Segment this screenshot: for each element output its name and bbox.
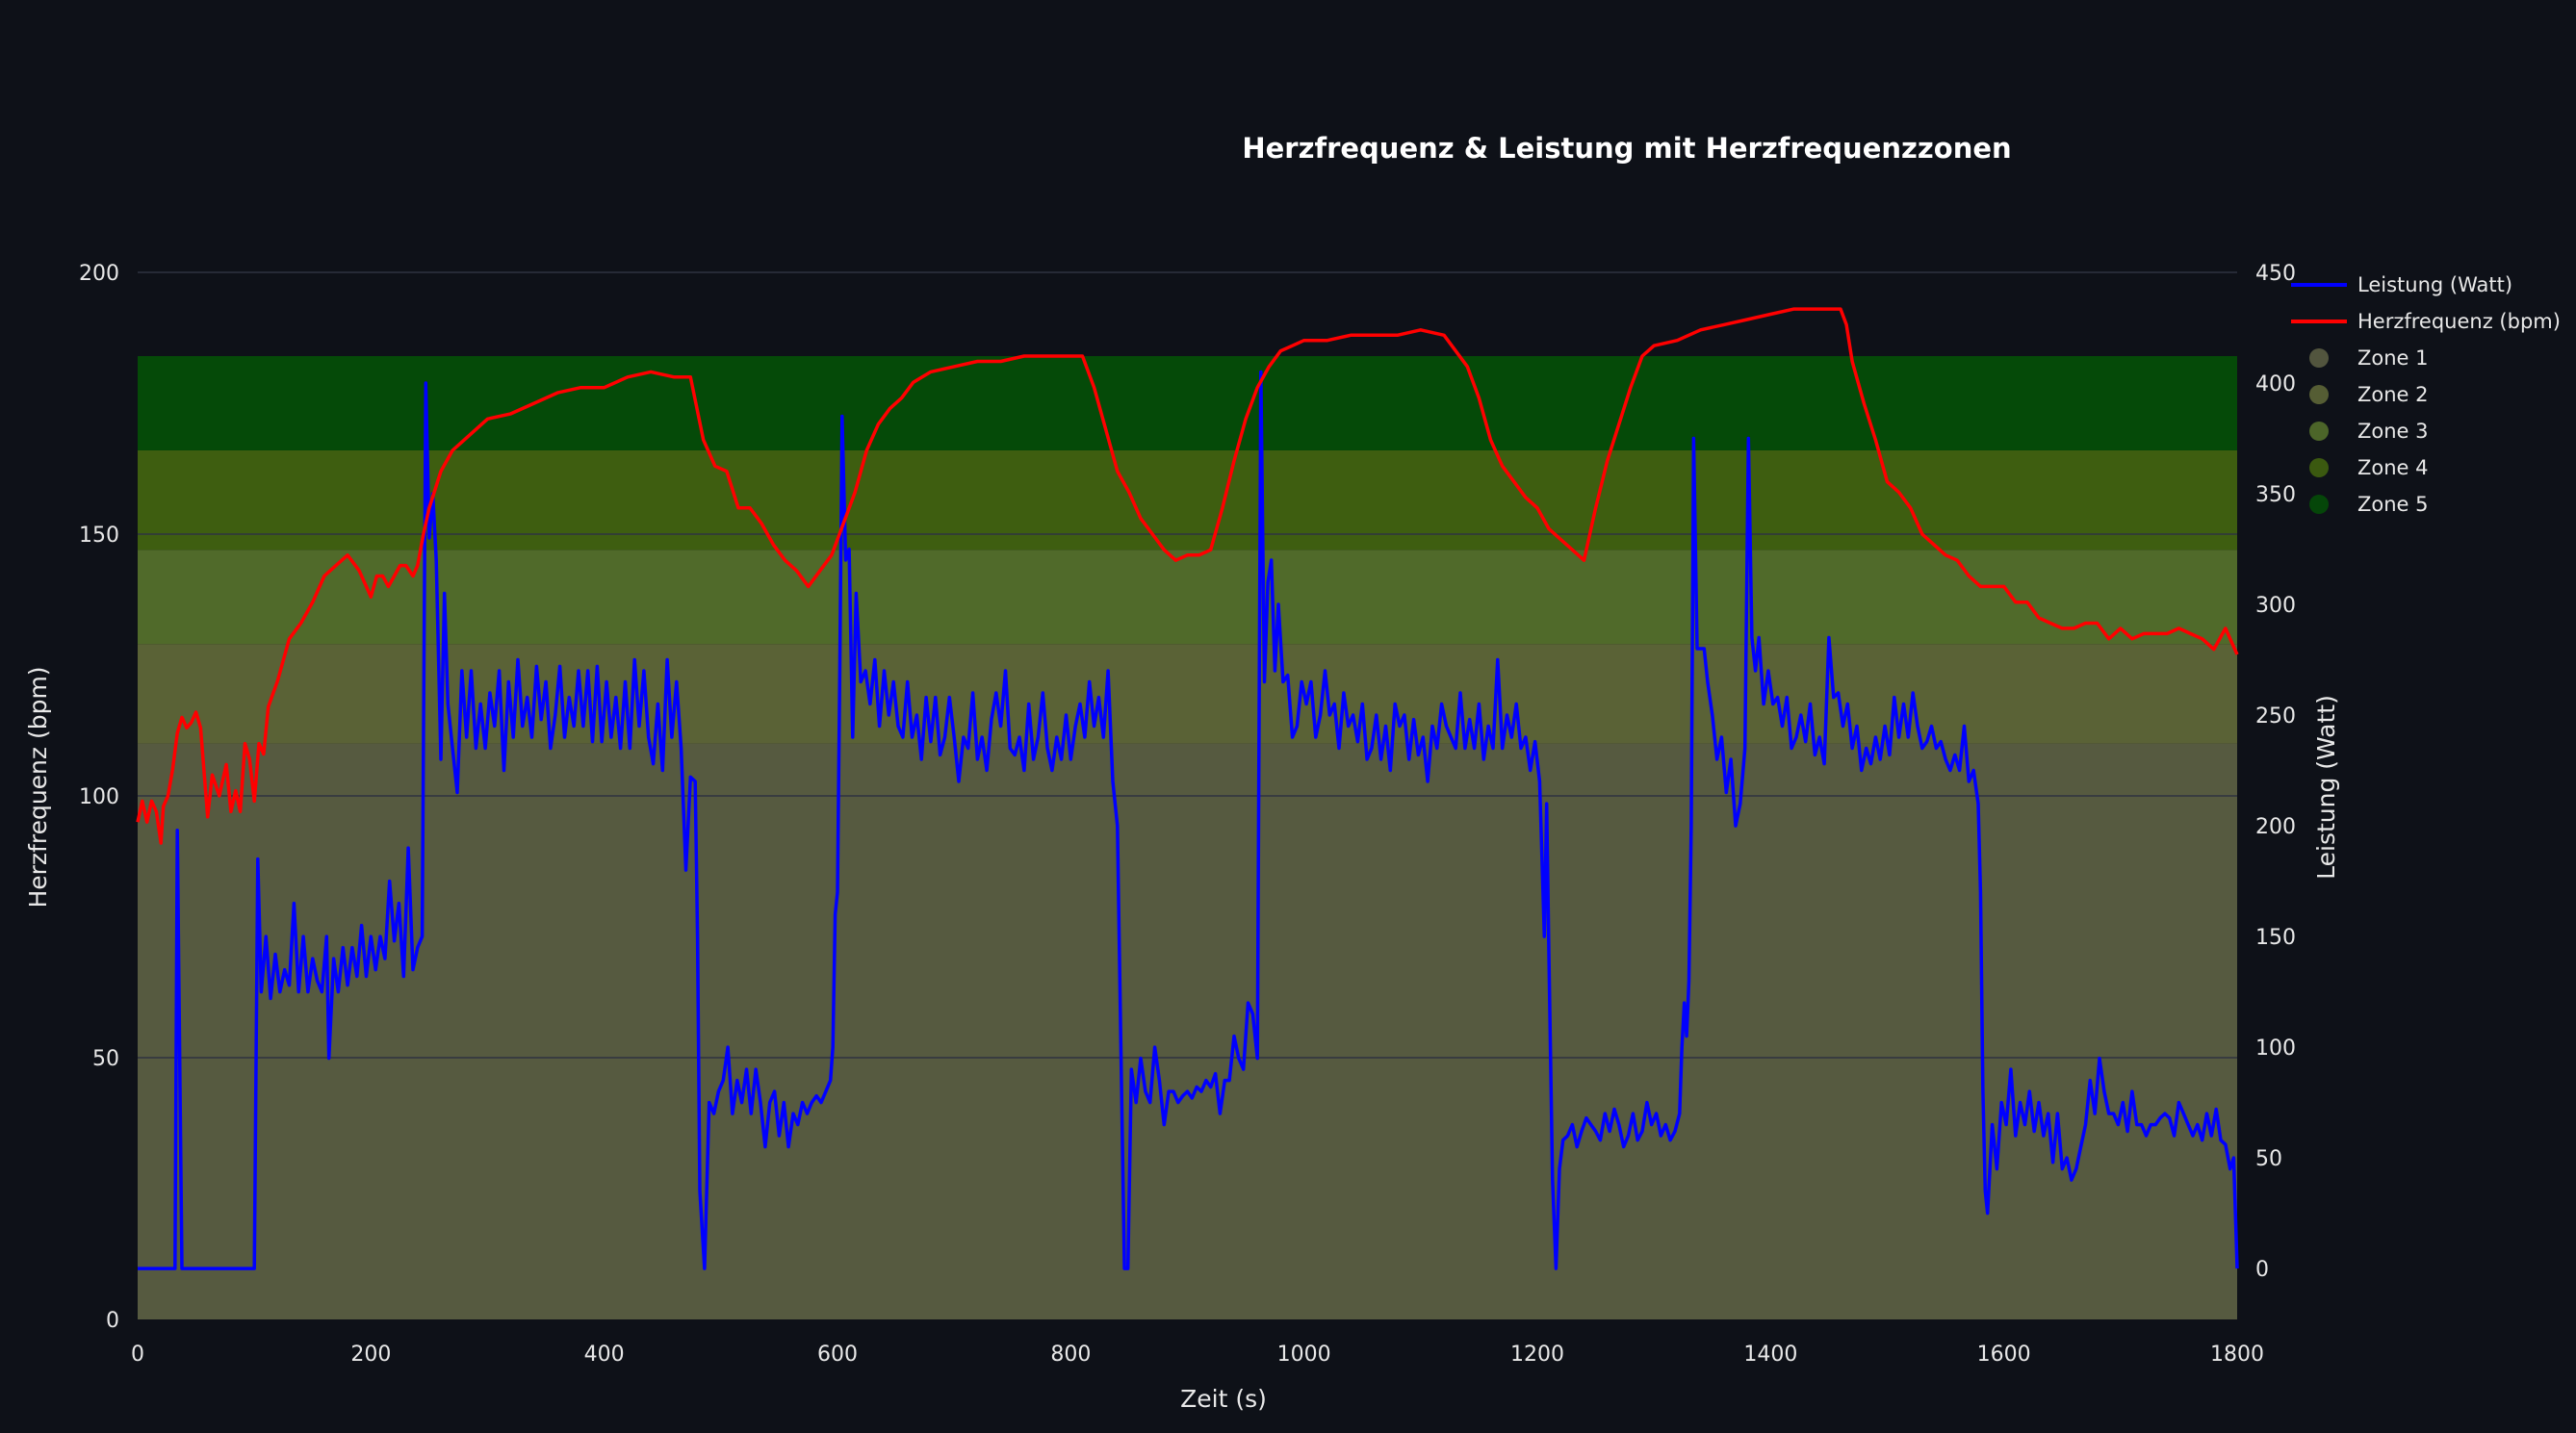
y2-tick-label: 450 [2255, 262, 2296, 286]
x-tick-label: 600 [817, 1343, 858, 1367]
zone-band-3 [138, 550, 2237, 645]
legend-label: Zone 2 [2357, 383, 2429, 406]
x-tick-label: 1800 [2210, 1343, 2264, 1367]
legend-swatch [2309, 422, 2329, 441]
legend-swatch [2309, 385, 2329, 404]
legend-item-power[interactable]: Leistung (Watt) [2291, 273, 2512, 296]
chart-title: Herzfrequenz & Leistung mit Herzfrequenz… [1242, 132, 2011, 165]
legend-item-zone-4[interactable]: Zone 4 [2309, 456, 2429, 479]
y-tick-labels: 0 50 100 150 200 [79, 262, 119, 1333]
legend-label: Zone 4 [2357, 456, 2429, 479]
legend-label: Zone 1 [2357, 346, 2429, 370]
legend-label: Leistung (Watt) [2357, 273, 2512, 296]
x-tick-label: 800 [1050, 1343, 1091, 1367]
x-tick-label: 1400 [1743, 1343, 1797, 1367]
legend-label: Zone 3 [2357, 420, 2429, 443]
x-axis-label: Zeit (s) [1180, 1385, 1267, 1413]
legend-label: Zone 5 [2357, 493, 2429, 516]
legend-swatch [2309, 495, 2329, 514]
y2-tick-labels: 0 50 100 150 200 250 300 350 400 450 [2255, 262, 2296, 1282]
x-tick-label: 400 [584, 1343, 625, 1367]
zone-band-4 [138, 449, 2237, 550]
series-line-heart-rate [136, 307, 2239, 845]
x-tick-label: 200 [350, 1343, 391, 1367]
legend-item-heart-rate[interactable]: Herzfrequenz (bpm) [2291, 310, 2561, 333]
legend-item-zone-2[interactable]: Zone 2 [2309, 383, 2429, 406]
zone-band-1 [138, 743, 2237, 1319]
legend[interactable]: Leistung (Watt) Herzfrequenz (bpm) Zone 1 Z… [2291, 273, 2561, 516]
legend-item-zone-3[interactable]: Zone 3 [2309, 420, 2429, 443]
y2-tick-label: 0 [2255, 1258, 2269, 1282]
x-tick-label: 1000 [1277, 1343, 1331, 1367]
zone-band-2 [138, 644, 2237, 744]
legend-swatch [2309, 458, 2329, 477]
hr-zone-bands [138, 356, 2237, 1319]
y-tick-label: 150 [79, 524, 119, 548]
legend-item-zone-1[interactable]: Zone 1 [2309, 346, 2429, 370]
y2-tick-label: 150 [2255, 926, 2296, 950]
y2-tick-label: 300 [2255, 594, 2296, 618]
y-tick-label: 0 [106, 1309, 119, 1333]
series-line-power [138, 370, 2239, 1270]
y-axis-label: Herzfrequenz (bpm) [24, 666, 52, 908]
legend-item-zone-5[interactable]: Zone 5 [2309, 493, 2429, 516]
x-tick-label: 1600 [1977, 1343, 2031, 1367]
zone-band-5 [138, 356, 2237, 450]
y2-tick-label: 50 [2255, 1147, 2282, 1171]
series-lines [136, 307, 2239, 1270]
y2-tick-label: 400 [2255, 372, 2296, 397]
y2-tick-label: 250 [2255, 704, 2296, 729]
y-tick-label: 50 [92, 1047, 119, 1071]
grid-lines [138, 271, 2237, 1059]
y2-tick-label: 100 [2255, 1036, 2296, 1061]
y2-axis-label: Leistung (Watt) [2312, 695, 2340, 880]
legend-label: Herzfrequenz (bpm) [2357, 310, 2561, 333]
x-tick-labels: 0 200 400 600 800 1000 1200 1400 1600 1800 [131, 1343, 2264, 1367]
x-tick-label: 0 [131, 1343, 144, 1367]
y-tick-label: 100 [79, 785, 119, 809]
legend-swatch [2309, 348, 2329, 368]
y2-tick-label: 350 [2255, 483, 2296, 507]
y-tick-label: 200 [79, 262, 119, 286]
y2-tick-label: 200 [2255, 815, 2296, 839]
x-tick-label: 1200 [1510, 1343, 1564, 1367]
